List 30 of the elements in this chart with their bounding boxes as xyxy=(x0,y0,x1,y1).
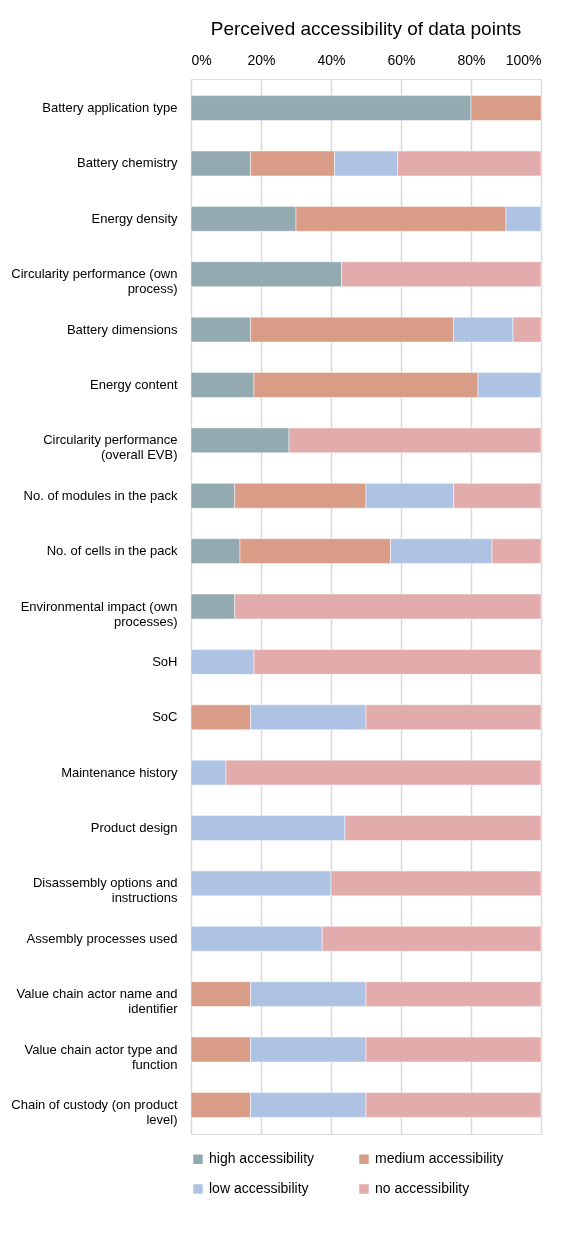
x-tick-label: 0% xyxy=(191,51,212,68)
y-tick-label: Environmental impact (own processes) xyxy=(20,598,178,629)
y-tick-label: Circularity performance (overall EVB) xyxy=(43,432,178,463)
y-tick-label: Battery chemistry xyxy=(77,155,178,171)
x-tick-label: 100% xyxy=(505,51,542,68)
y-tick-label: Chain of custody (on product level) xyxy=(11,1096,178,1127)
x-tick-label: 20% xyxy=(247,51,276,68)
y-tick-label: SoC xyxy=(152,709,178,725)
y-tick-label: SoH xyxy=(152,653,178,669)
y-tick-label: No. of cells in the pack xyxy=(46,543,178,559)
y-tick-label: Value chain actor type and function xyxy=(24,1041,178,1072)
legend-label: high accessibility xyxy=(209,1150,315,1167)
y-tick-label: Assembly processes used xyxy=(26,930,178,946)
x-tick-label: 40% xyxy=(317,51,346,68)
y-tick-label: Circularity performance (own process) xyxy=(11,266,178,297)
y-tick-label: Energy density xyxy=(91,210,178,226)
legend-label: low accessibility xyxy=(209,1180,309,1196)
y-tick-label: Value chain actor name and identifier xyxy=(16,986,179,1017)
y-tick-label: Battery dimensions xyxy=(66,321,178,337)
y-tick-label: No. of modules in the pack xyxy=(23,487,178,503)
legend-label: no accessibility xyxy=(375,1180,470,1196)
chart-title: Perceived accessibility of data points xyxy=(210,18,522,39)
legend-label: medium accessibility xyxy=(375,1150,504,1167)
y-tick-label: Battery application type xyxy=(42,100,178,116)
y-tick-label: Product design xyxy=(90,820,178,836)
x-tick-label: 80% xyxy=(457,51,486,68)
y-tick-label: Energy content xyxy=(90,376,178,392)
x-tick-label: 60% xyxy=(387,51,416,68)
y-tick-label: Maintenance history xyxy=(61,764,178,780)
y-tick-label: Disassembly options and instructions xyxy=(32,875,178,906)
